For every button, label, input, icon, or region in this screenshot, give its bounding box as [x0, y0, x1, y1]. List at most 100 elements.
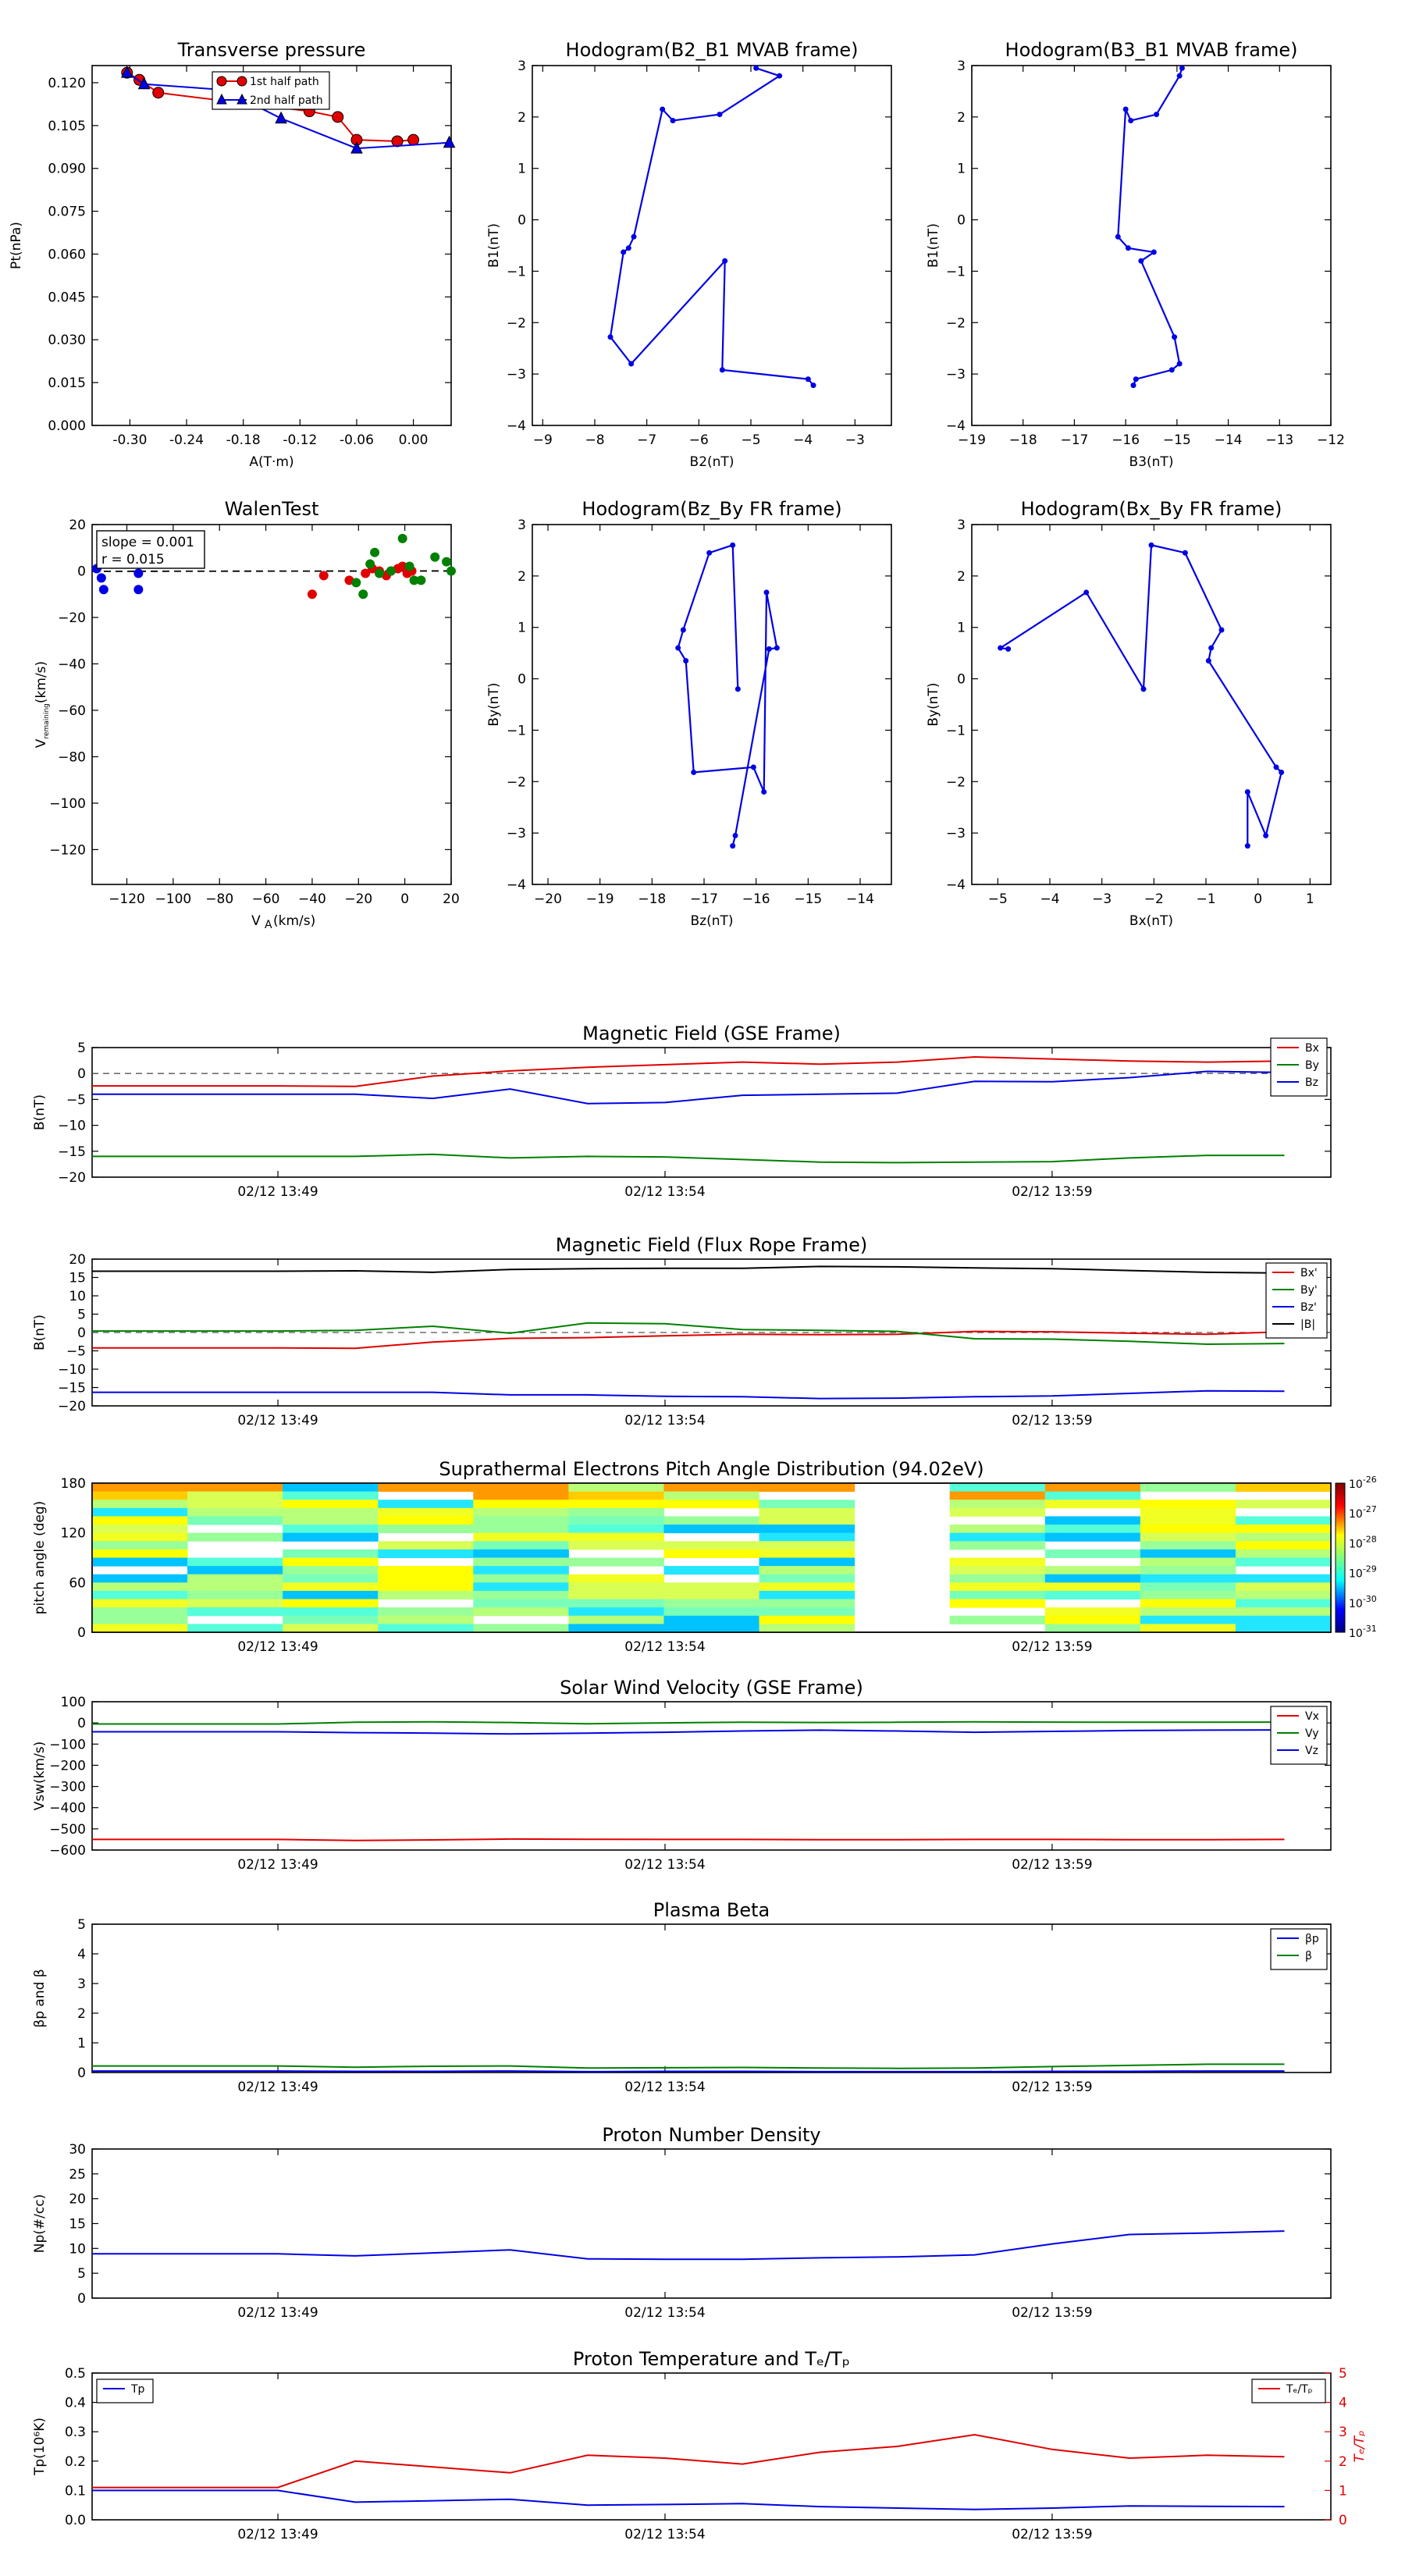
heatmap-cell: [283, 1574, 379, 1583]
y-tick-label: −2: [507, 774, 526, 790]
heatmap-cell: [1140, 1541, 1236, 1550]
y-tick-label: 0.2: [65, 2454, 86, 2470]
y-axis-label-unit: (km/s): [34, 661, 49, 703]
x-tick-label: −16: [742, 891, 770, 907]
data-point: [717, 112, 723, 118]
heatmap-cell: [949, 1525, 1046, 1534]
y-tick-label: 0: [77, 2065, 86, 2081]
series-line: [92, 2489, 1285, 2510]
chart-title: Proton Temperature and Tₑ/Tₚ: [573, 2348, 850, 2370]
chart-title: Magnetic Field (GSE Frame): [582, 1023, 841, 1044]
heatmap-cell: [187, 1599, 283, 1608]
time-tick-label: 02/12 13:54: [624, 2305, 705, 2321]
y-tick-label: −200: [49, 1758, 86, 1774]
x-tick-label: 0: [1254, 891, 1262, 907]
plot-frame: [91, 524, 452, 885]
chart-title: Suprathermal Electrons Pitch Angle Distr…: [439, 1458, 984, 1480]
heatmap-cell: [663, 1541, 760, 1550]
data-point: [1172, 334, 1178, 340]
legend-box: [1265, 1262, 1328, 1339]
heatmap-cell: [1140, 1624, 1236, 1633]
heatmap-cell: [568, 1574, 664, 1583]
y-tick-label: −1: [946, 264, 966, 279]
data-point: [137, 76, 151, 90]
chart-title: Solar Wind Velocity (GSE Frame): [560, 1677, 863, 1699]
x-tick-label: -0.24: [169, 432, 204, 448]
heatmap-cell: [473, 1599, 569, 1608]
y-tick-label: −500: [49, 1822, 86, 1838]
x-tick-label: −7: [637, 432, 656, 448]
data-point: [446, 566, 456, 576]
colorbar-tick-exponent: -31: [1363, 1624, 1377, 1634]
heatmap-cell: [759, 1607, 855, 1617]
heatmap-cell: [283, 1516, 379, 1525]
heatmap-cell: [378, 1615, 474, 1624]
heatmap-cell: [378, 1582, 474, 1592]
y-tick-label: 0.105: [48, 119, 86, 134]
y-tick-label: 0.120: [48, 76, 86, 91]
heatmap-cell: [92, 1607, 188, 1617]
x-tick-label: −20: [344, 891, 372, 907]
y-tick-label: 3: [518, 518, 526, 533]
data-point: [350, 141, 363, 154]
data-point: [761, 788, 767, 795]
heatmap-cell: [283, 1549, 379, 1558]
heatmap-cell: [1235, 1541, 1332, 1550]
heatmap-cell: [473, 1507, 569, 1517]
heatmap-cell: [1140, 1607, 1236, 1617]
heatmap-cell: [1140, 1557, 1236, 1567]
x-tick-label: 20: [443, 891, 460, 907]
heatmap-cell: [1140, 1500, 1236, 1509]
plot-frame: [532, 65, 892, 426]
y-tick-label: 5: [77, 1917, 86, 1933]
legend-label: Bz: [1305, 1076, 1318, 1089]
heatmap-cell: [92, 1491, 188, 1500]
heatmap-cell: [473, 1607, 569, 1617]
heatmap-cell: [759, 1549, 855, 1558]
data-point: [628, 361, 635, 367]
y-tick-label: −10: [58, 1362, 86, 1378]
y-tick-label: 3: [518, 59, 526, 74]
heatmap-cell: [378, 1590, 474, 1600]
heatmap-cell: [378, 1525, 474, 1534]
heatmap-cell: [92, 1541, 188, 1550]
data-point: [351, 578, 361, 588]
y-tick-label: 0: [518, 213, 526, 229]
y-tick-label: 5: [77, 1041, 86, 1056]
y2-tick-label: 3: [1339, 2425, 1347, 2440]
temp-panel: Proton Temperature and Tₑ/Tₚ 02/12 13:49 0…: [32, 2348, 1368, 2542]
heatmap-cell: [949, 1590, 1046, 1600]
data-point: [810, 382, 816, 389]
heatmap-cell: [187, 1624, 283, 1633]
heatmap-cell: [378, 1549, 474, 1558]
heatmap-cell: [1140, 1483, 1236, 1493]
heatmap-cell: [663, 1624, 760, 1633]
data-point: [1218, 627, 1225, 633]
data-point: [730, 542, 736, 548]
x-tick-label: −6: [689, 432, 709, 448]
series-line: [92, 2433, 1285, 2489]
x-axis-label-unit: (km/s): [273, 913, 315, 929]
legend-label: 2nd half path: [250, 94, 323, 107]
heatmap-cell: [568, 1525, 664, 1534]
heatmap-cell: [1044, 1624, 1141, 1633]
heatmap-cell: [568, 1532, 664, 1542]
heatmap-cell: [1235, 1590, 1332, 1600]
time-tick-label: 02/12 13:59: [1012, 1184, 1092, 1200]
x-tick-label: -0.06: [340, 432, 374, 448]
y-tick-label: −2: [946, 774, 966, 790]
data-point: [409, 575, 419, 585]
data-point: [777, 73, 783, 79]
data-point: [1128, 117, 1134, 123]
time-tick-label: 02/12 13:49: [237, 1857, 318, 1873]
heatmap-cell: [759, 1507, 855, 1517]
time-tick-label: 02/12 13:59: [1012, 2305, 1092, 2321]
y-tick-label: −4: [946, 418, 966, 434]
y-tick-label: −3: [946, 826, 966, 841]
heatmap-cell: [949, 1574, 1046, 1583]
heatmap-cell: [663, 1599, 760, 1608]
y-axis-label: Tp(10⁶K): [32, 2418, 48, 2476]
mag_fr-panel: Magnetic Field (Flux Rope Frame) 02/12 13…: [32, 1234, 1332, 1429]
legend-label: |B|: [1300, 1318, 1315, 1331]
